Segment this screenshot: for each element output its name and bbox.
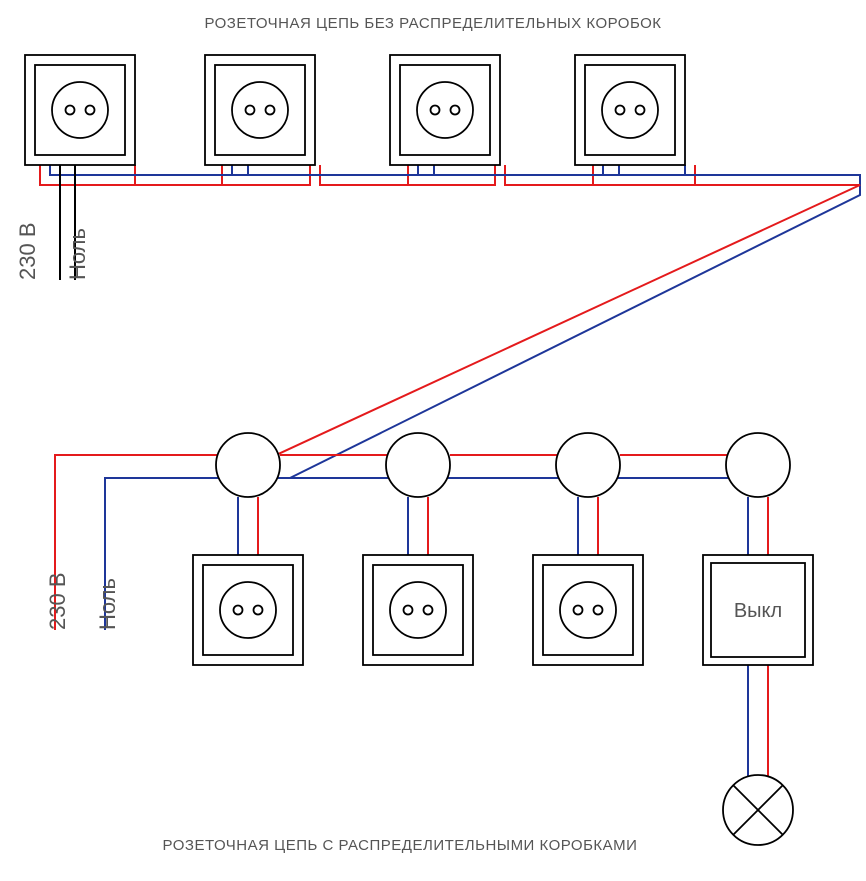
wire [290, 175, 860, 478]
neutral-label-top: Ноль [65, 228, 90, 280]
wire [248, 185, 860, 468]
title-top: РОЗЕТОЧНАЯ ЦЕПЬ БЕЗ РАСПРЕДЕЛИТЕЛЬНЫХ КО… [204, 15, 661, 32]
junction-box [386, 433, 450, 497]
junction-box [556, 433, 620, 497]
junction-box [216, 433, 280, 497]
wire [50, 165, 685, 175]
switch-label: Выкл [734, 600, 782, 622]
voltage-label-bottom: 230 В [45, 573, 70, 631]
wiring-diagram: РОЗЕТОЧНАЯ ЦЕПЬ БЕЗ РАСПРЕДЕЛИТЕЛЬНЫХ КО… [0, 0, 866, 881]
title-bottom: РОЗЕТОЧНАЯ ЦЕПЬ С РАСПРЕДЕЛИТЕЛЬНЫМИ КОР… [163, 837, 638, 854]
neutral-label-bottom: Ноль [95, 578, 120, 630]
junction-box [726, 433, 790, 497]
voltage-label-top: 230 В [15, 223, 40, 281]
